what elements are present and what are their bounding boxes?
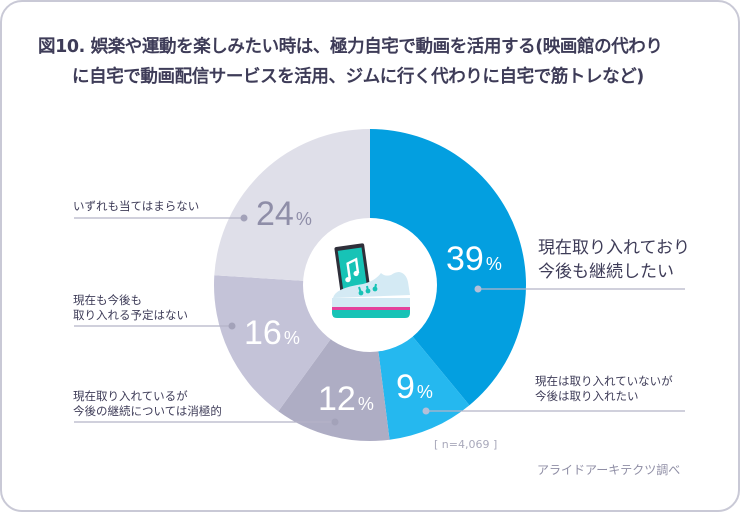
smartphone-music-sneaker-icon: [332, 243, 410, 318]
category-label-want-to-start: 現在は取り入れていないが 今後は取り入れたい: [535, 374, 673, 403]
leader-dots: [228, 214, 482, 426]
category-label-continue: 現在取り入れており 今後も継続したい: [538, 238, 690, 282]
chart-title: 図10. 娯楽や運動を楽しみたい時は、極力自宅で動画を活用する(映画館の代わり …: [38, 32, 663, 92]
sample-size-note: [ n=4,069 ]: [434, 438, 498, 451]
category-label-reluctant: 現在取り入れているが 今後の継続については消極的: [73, 389, 222, 418]
chart-title-line2: に自宅で動画配信サービスを活用、ジムに行く代わりに自宅で筋トレなど): [72, 67, 644, 87]
pct-label-9: 9%: [396, 368, 433, 406]
pct-label-39: 39%: [446, 240, 502, 278]
leader-lines: [74, 217, 685, 423]
donut-slice: [370, 129, 526, 406]
category-label-none-apply: いずれも当てはまらない: [73, 199, 200, 213]
pct-label-16: 16%: [244, 314, 300, 352]
pct-label-12: 12%: [318, 380, 374, 418]
chart-title-line1: 図10. 娯楽や運動を楽しみたい時は、極力自宅で動画を活用する(映画館の代わり: [38, 37, 663, 57]
pct-label-24: 24%: [256, 195, 312, 233]
source-credit: アライドアーキテクツ調べ: [537, 463, 681, 477]
category-label-no-plan: 現在も今後も 取り入れる予定はない: [73, 293, 188, 322]
